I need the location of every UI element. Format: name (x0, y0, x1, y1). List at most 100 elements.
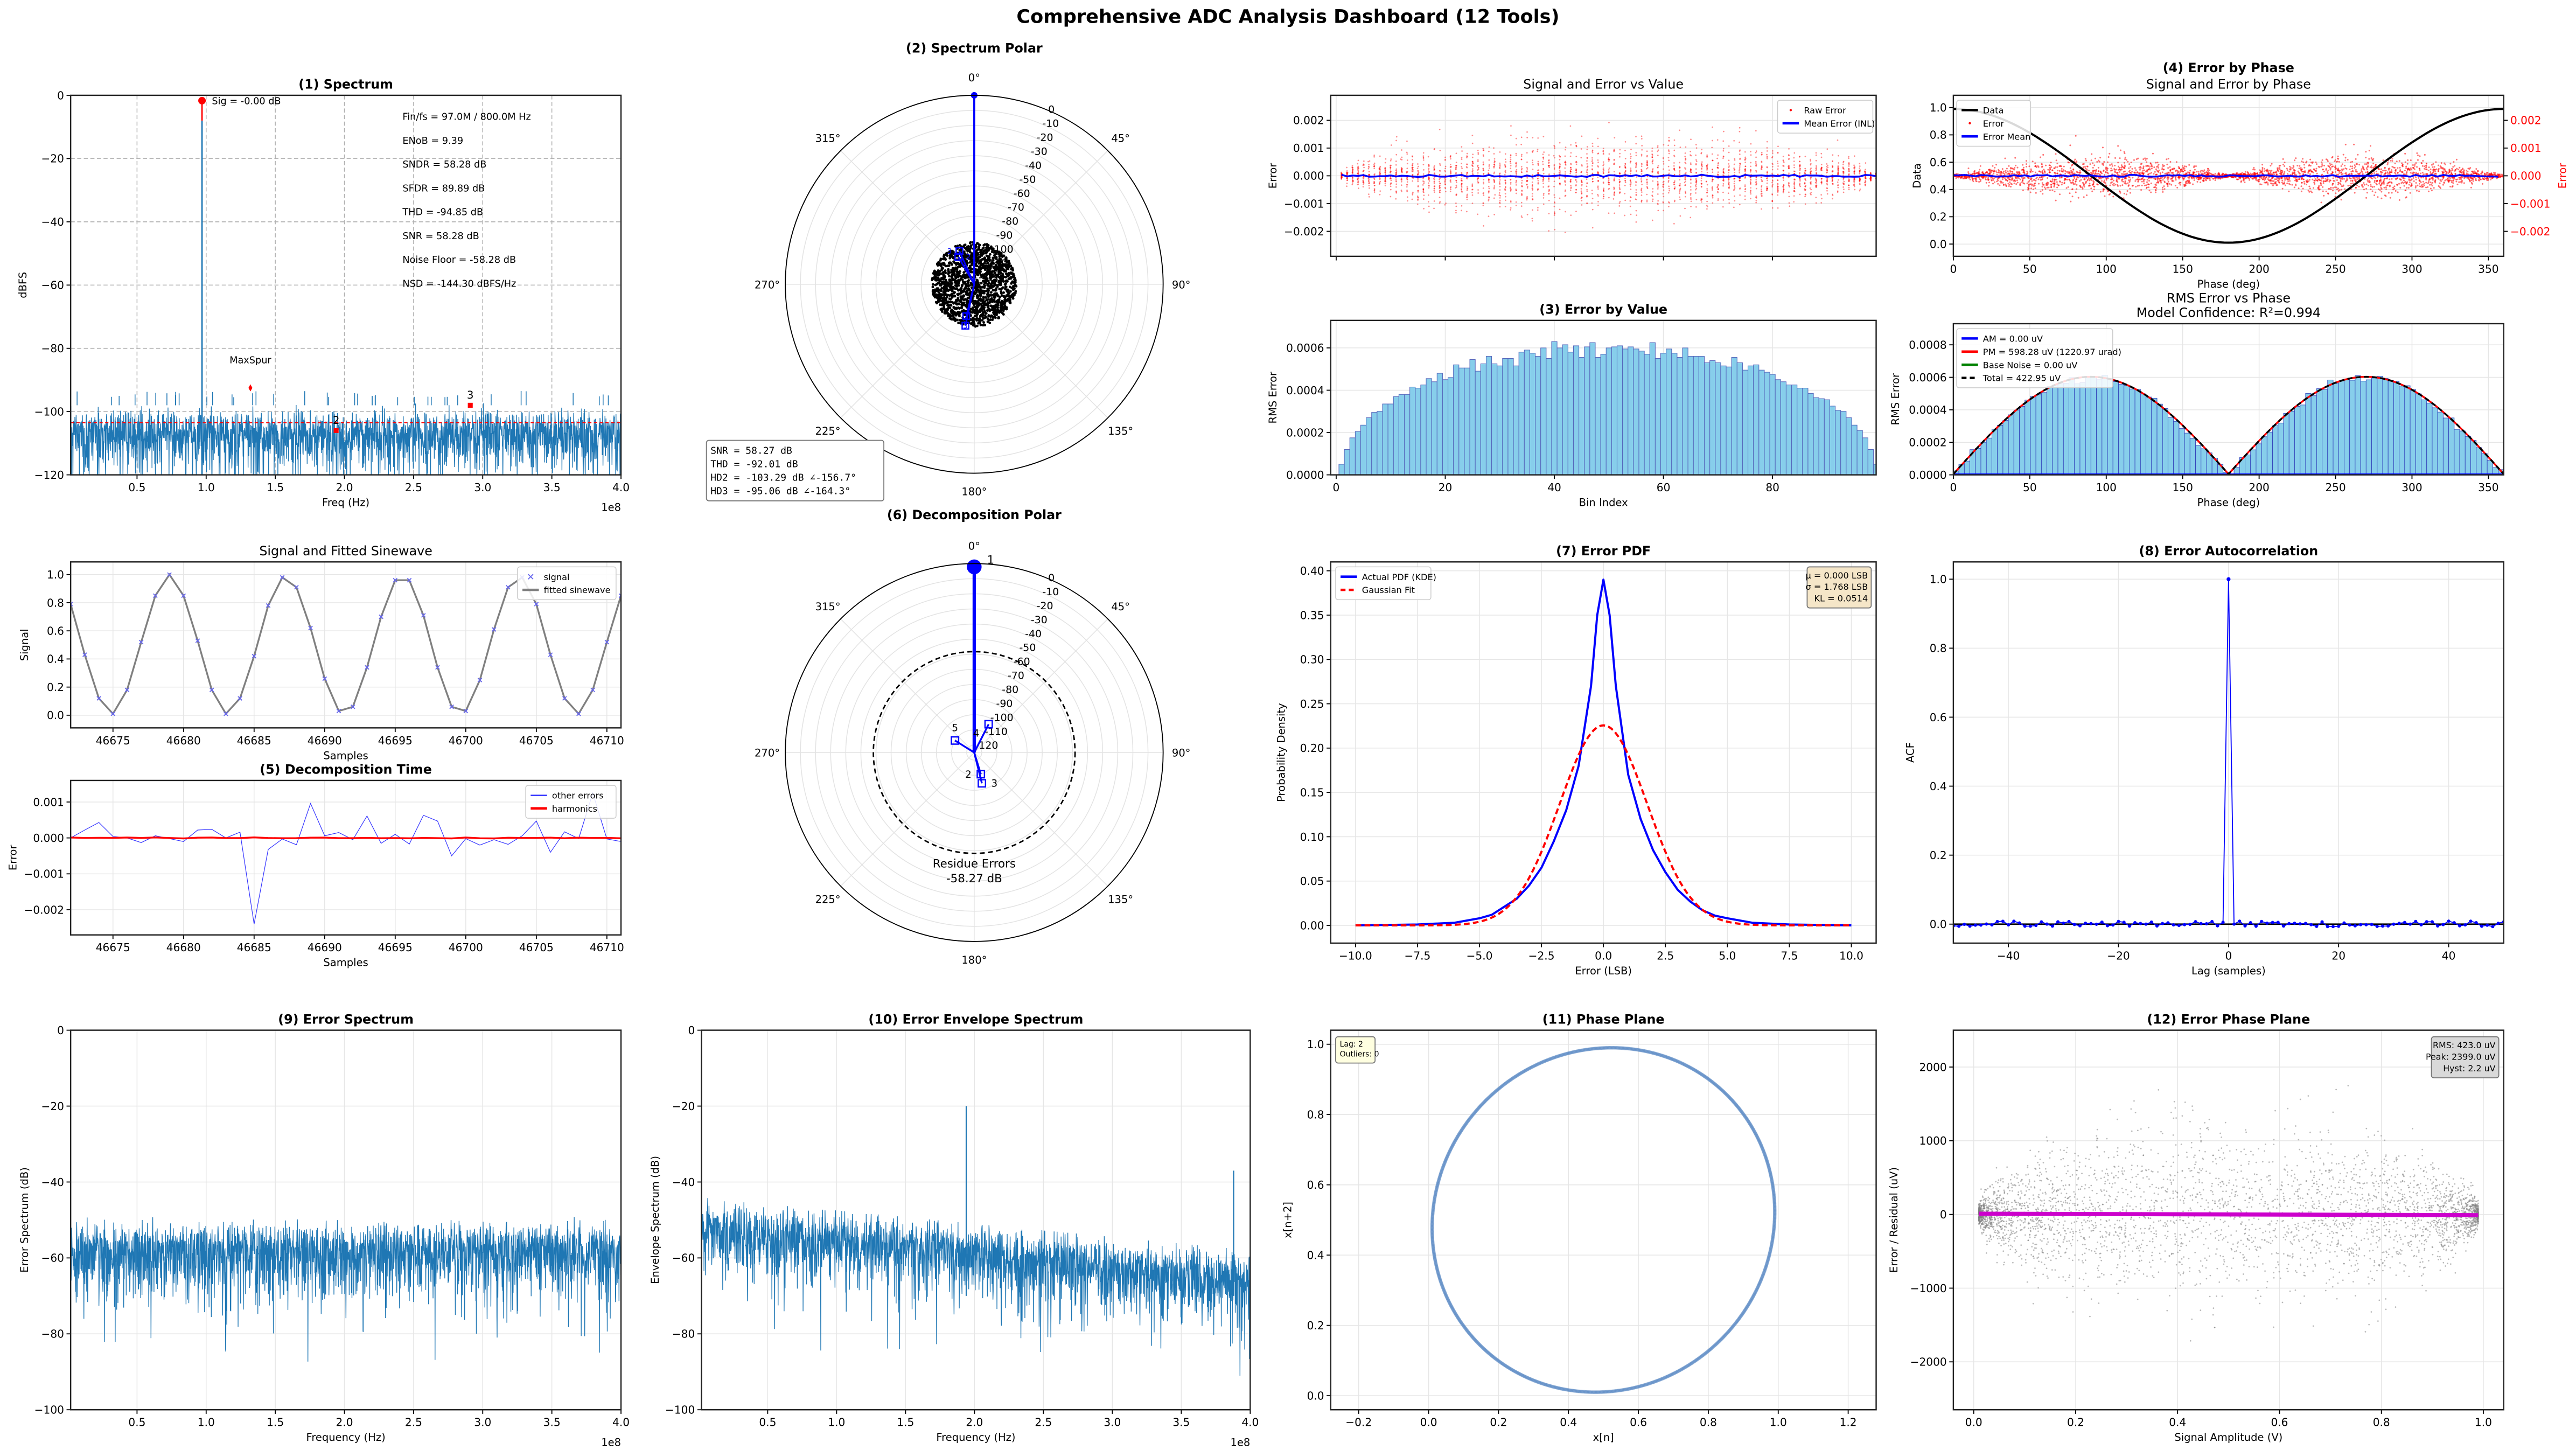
raw-error-point (1412, 174, 1414, 176)
raw-error-point (1728, 183, 1730, 185)
bar (1829, 406, 1836, 475)
raw-error-point (1411, 164, 1413, 166)
raw-error-point (1832, 180, 1833, 182)
raw-error-point (1352, 182, 1353, 184)
raw-error-point (1838, 155, 1839, 157)
raw-error-point (1493, 187, 1495, 190)
noise-point (994, 310, 997, 313)
noise-point (947, 264, 951, 267)
raw-error-point (1624, 199, 1626, 201)
raw-error-point (1826, 169, 1828, 171)
raw-error-point (1864, 170, 1866, 172)
raw-error-point (1771, 193, 1773, 195)
raw-error-point (1395, 170, 1398, 172)
raw-error-point (1761, 154, 1763, 155)
bar (1344, 449, 1350, 475)
raw-error-point (1510, 179, 1511, 181)
raw-error-point (1499, 202, 1501, 204)
noise-point (969, 309, 972, 312)
noise-point (994, 252, 997, 255)
x-tick-label: 40 (1547, 481, 1561, 494)
raw-error-point (1460, 179, 1462, 182)
raw-error-point (1580, 171, 1582, 173)
noise-point (978, 291, 981, 294)
raw-error-point (1695, 159, 1697, 161)
raw-error-point (1531, 195, 1533, 197)
raw-error-point (1712, 202, 1714, 204)
raw-error-point (1532, 198, 1534, 200)
raw-error-point (1352, 169, 1354, 171)
noise-point (958, 311, 961, 315)
raw-error-point (1510, 158, 1512, 161)
raw-error-point (1794, 171, 1796, 172)
error-point (2336, 173, 2338, 176)
raw-error-point (1439, 202, 1441, 204)
raw-error-point (1624, 180, 1626, 182)
raw-error-point (1733, 189, 1735, 191)
raw-error-point (1826, 187, 1828, 189)
raw-error-point (1548, 165, 1551, 167)
raw-error-point (1722, 157, 1724, 159)
noise-point (981, 289, 985, 292)
raw-error-point (1624, 214, 1626, 217)
raw-error-point (1728, 198, 1730, 200)
raw-error-point (1373, 184, 1376, 186)
raw-error-point (1406, 196, 1408, 198)
noise-point (983, 324, 987, 327)
noise-point (978, 319, 981, 322)
raw-error-point (1608, 171, 1610, 173)
raw-error-point (1701, 183, 1702, 185)
raw-error-point (1597, 166, 1599, 168)
raw-error-point (1663, 189, 1665, 191)
raw-error-point (1701, 164, 1703, 166)
raw-error-point (1760, 168, 1762, 170)
raw-error-point (1367, 161, 1369, 163)
error-point (2389, 178, 2391, 180)
raw-error-point (1483, 225, 1484, 227)
raw-error-point (1739, 165, 1741, 167)
plot-content (1338, 341, 1876, 475)
raw-error-point (1521, 185, 1523, 187)
raw-error-point (1640, 170, 1643, 172)
raw-error-point (1624, 163, 1626, 165)
raw-error-point (1651, 171, 1653, 173)
raw-error-point (1667, 180, 1670, 182)
raw-error-point (1559, 173, 1561, 175)
raw-error-point (1597, 179, 1599, 182)
raw-error-point (1362, 170, 1364, 172)
error-point (2391, 158, 2393, 160)
raw-error-point (1788, 196, 1790, 198)
raw-error-point (1445, 202, 1447, 204)
raw-error-point (1553, 205, 1555, 207)
raw-error-point (1515, 152, 1517, 155)
noise-point (941, 297, 944, 300)
noise-point (948, 275, 951, 277)
raw-error-point (1722, 150, 1725, 152)
raw-error-point (1679, 198, 1681, 200)
raw-error-point (1761, 154, 1763, 156)
raw-error-point (1553, 164, 1555, 166)
noise-point (956, 292, 959, 296)
raw-error-point (1488, 196, 1490, 198)
raw-error-point (1820, 164, 1823, 165)
raw-error-point (1553, 168, 1555, 170)
raw-error-point (1385, 158, 1387, 160)
raw-error-point (1679, 162, 1681, 164)
raw-error-point (1554, 228, 1556, 231)
raw-error-point (1793, 164, 1795, 166)
bar (1507, 358, 1514, 475)
raw-error-point (1531, 218, 1533, 220)
raw-error-point (1613, 179, 1615, 180)
bar (1693, 356, 1699, 475)
r-tick-label: -50 (1019, 173, 1036, 185)
raw-error-point (1400, 179, 1402, 181)
noise-point (936, 264, 939, 267)
info-box (706, 440, 885, 501)
raw-error-point (1630, 157, 1632, 159)
bar (1355, 431, 1362, 475)
raw-error-point (1586, 149, 1588, 150)
raw-error-point (1439, 177, 1441, 179)
noise-point (991, 261, 994, 264)
raw-error-point (1663, 183, 1665, 185)
raw-error-point (1756, 197, 1757, 199)
